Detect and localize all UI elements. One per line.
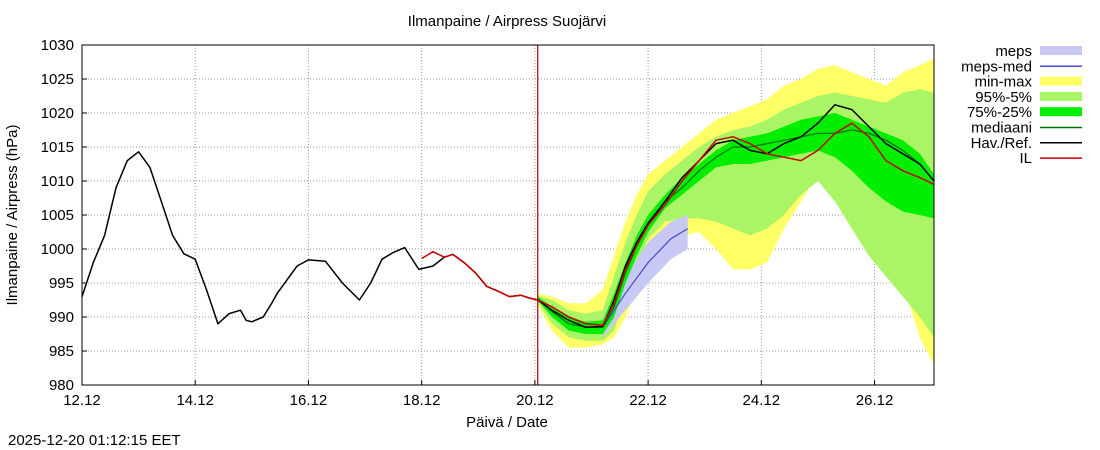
legend-swatch-meps: [1040, 46, 1082, 55]
y-tick-label: 1020: [41, 105, 74, 122]
y-tick-label: 1015: [41, 139, 74, 156]
legend-label-obs: Hav./Ref.: [971, 135, 1032, 152]
series-il-forecast: [537, 122, 935, 326]
y-axis-label: Ilmanpaine / Airpress (hPa): [4, 125, 21, 306]
legend-label-minmax: min-max: [974, 74, 1032, 91]
x-tick-label: 26.12: [856, 392, 894, 409]
legend-swatch-p95_5: [1040, 91, 1082, 101]
x-tick-label: 16.12: [290, 392, 328, 409]
x-tick-label: 24.12: [743, 392, 781, 409]
x-tick-label: 14.12: [176, 392, 214, 409]
forecast-bands: [537, 58, 934, 365]
legend-swatch-minmax: [1040, 76, 1082, 86]
legend-label-median: mediaani: [971, 120, 1032, 137]
x-tick-label: 20.12: [516, 392, 554, 409]
x-tick-label: 22.12: [629, 392, 667, 409]
y-tick-label: 1005: [41, 207, 74, 224]
legend-label-meps_med: meps-med: [961, 58, 1032, 75]
x-tick-label: 12.12: [63, 392, 101, 409]
legend-label-p95_5: 95%-5%: [975, 89, 1032, 106]
y-axis-ticks: 980 985 990 995 1000 1005 1010 1015 1020 1025 1030: [41, 37, 87, 394]
y-tick-label: 1025: [41, 71, 74, 88]
y-tick-label: 1030: [41, 37, 74, 54]
y-tick-label: 985: [49, 343, 74, 360]
y-tick-label: 990: [49, 309, 74, 326]
legend: mepsmeps-medmin-max95%-5%75%-25%mediaani…: [961, 43, 1082, 167]
series-lines: [81, 104, 935, 328]
band-meps: [602, 215, 688, 338]
timestamp: 2025-12-20 01:12:15 EET: [8, 432, 181, 449]
band-75-25: [537, 113, 934, 334]
legend-label-meps: meps: [995, 43, 1032, 60]
legend-label-p75_25: 75%-25%: [967, 104, 1032, 121]
x-axis-ticks: 12.12 14.12 16.12 18.12 20.12 22.12 24.12 26.12: [63, 380, 893, 409]
series-il-past: [421, 250, 538, 301]
chart-title: Ilmanpaine / Airpress Suojärvi: [408, 13, 606, 30]
x-tick-label: 18.12: [403, 392, 441, 409]
y-tick-label: 1000: [41, 241, 74, 258]
legend-label-il: IL: [1019, 150, 1032, 167]
plot-area: [81, 44, 935, 386]
legend-swatch-p75_25: [1040, 107, 1082, 117]
series-meps-med: [602, 228, 689, 328]
grid-lines: [82, 45, 934, 385]
y-tick-label: 1010: [41, 173, 74, 190]
y-tick-label: 980: [49, 377, 74, 394]
y-tick-label: 995: [49, 275, 74, 292]
x-axis-label: Päivä / Date: [466, 414, 548, 431]
